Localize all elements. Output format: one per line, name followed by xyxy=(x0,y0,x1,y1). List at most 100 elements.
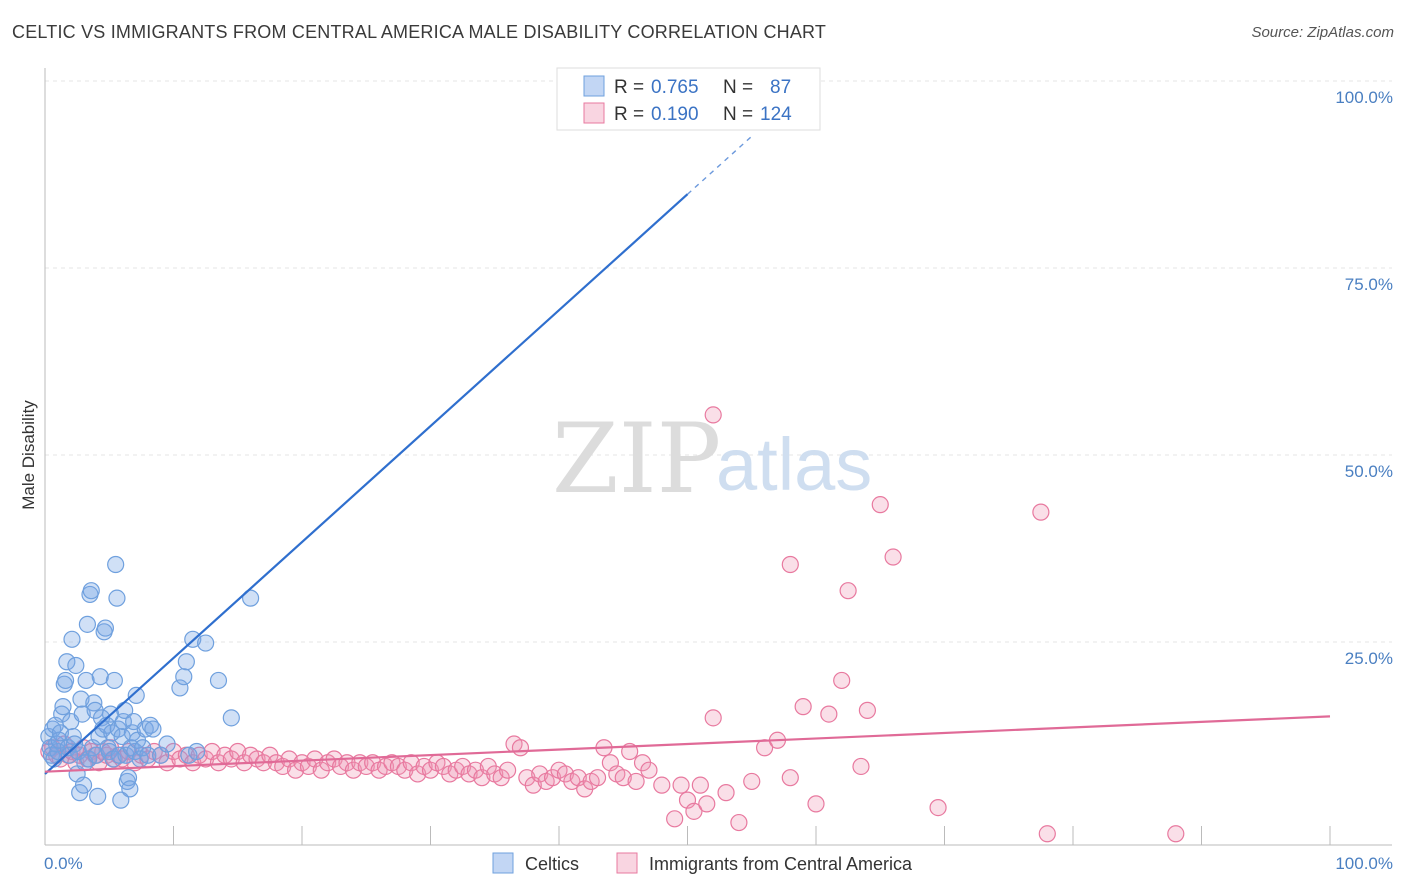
immigrants-point xyxy=(794,698,812,716)
celtics-point xyxy=(96,619,114,637)
immigrants-point xyxy=(858,701,877,719)
celtics-point xyxy=(107,555,125,574)
immigrants-point xyxy=(685,802,703,820)
immigrants-point xyxy=(640,761,658,779)
celtics-point xyxy=(139,746,157,764)
immigrants-point xyxy=(698,795,716,813)
gridlines xyxy=(45,80,1392,643)
immigrants-point xyxy=(691,776,709,794)
celtics-point xyxy=(58,653,76,671)
celtics-point xyxy=(209,671,228,690)
axes xyxy=(44,68,1392,846)
series-celtics-points xyxy=(40,555,260,809)
legend-r-value-immigrants: 0.190 xyxy=(651,104,699,125)
celtics-point xyxy=(63,630,81,648)
immigrants-point xyxy=(588,769,607,787)
celtics-point xyxy=(127,686,145,705)
immigrants-point xyxy=(781,769,799,787)
immigrants-point xyxy=(929,798,947,817)
celtics-point xyxy=(121,780,139,798)
immigrants-point xyxy=(653,776,671,794)
celtics-point xyxy=(78,615,97,633)
watermark: ZIP atlas xyxy=(552,403,872,515)
celtics-point xyxy=(67,656,85,675)
legend-n-label-immigrants: N = xyxy=(723,104,753,125)
celtics-point xyxy=(60,746,79,764)
legend-r-label-celtics: R = xyxy=(614,77,644,98)
immigrants-point xyxy=(499,761,517,779)
chart-title: CELTIC VS IMMIGRANTS FROM CENTRAL AMERIC… xyxy=(12,22,827,42)
immigrants-point xyxy=(807,795,825,813)
legend-swatch-celtics xyxy=(583,75,605,97)
immigrants-point xyxy=(852,757,870,776)
legend-n-label-celtics: N = xyxy=(723,77,753,98)
bottom-legend-immigrants: Immigrants from Central America xyxy=(649,854,913,874)
immigrants-point xyxy=(704,406,722,424)
y-tick-label-75: 75.0% xyxy=(1345,275,1393,294)
y-tick-label-100: 100.0% xyxy=(1335,88,1393,107)
immigrants-point xyxy=(781,555,799,574)
bottom-legend-swatch-celtics xyxy=(492,852,514,874)
legend-box xyxy=(556,67,821,131)
celtics-point xyxy=(112,791,130,809)
celtics-point xyxy=(105,671,123,690)
y-tick-label-50: 50.0% xyxy=(1345,462,1393,481)
legend-r-value-celtics: 0.765 xyxy=(651,77,699,98)
celtics-point xyxy=(51,724,70,742)
celtics-point xyxy=(56,671,75,690)
immigrants-point xyxy=(1167,825,1185,843)
immigrants-point xyxy=(672,776,690,794)
legend: R = 0.765 N = 87 R = 0.190 N = 124 xyxy=(556,67,821,131)
y-tick-labels: 25.0% 50.0% 75.0% 100.0% xyxy=(1335,88,1393,668)
trend-line-celtics xyxy=(44,193,689,775)
legend-swatch-immigrants xyxy=(583,102,605,124)
celtics-point xyxy=(222,709,240,727)
celtics-point xyxy=(72,690,90,708)
legend-r-label-immigrants: R = xyxy=(614,104,644,125)
y-axis-label: Male Disability xyxy=(19,400,38,510)
immigrants-point xyxy=(717,784,735,802)
immigrants-point xyxy=(1032,503,1050,521)
immigrants-point xyxy=(1038,825,1056,843)
trend-line-immigrants xyxy=(44,715,1331,773)
x-tick-label-min: 0.0% xyxy=(44,854,83,873)
celtics-point xyxy=(197,634,215,652)
immigrants-point xyxy=(666,810,684,828)
trend-line-celtics-extension xyxy=(687,135,753,195)
celtics-point xyxy=(144,720,162,738)
bottom-legend-swatch-immigrants xyxy=(616,852,638,874)
immigrants-point xyxy=(627,772,645,791)
legend-n-value-celtics: 87 xyxy=(770,77,791,98)
immigrants-point xyxy=(743,772,761,791)
bottom-legend-celtics: Celtics xyxy=(525,854,579,874)
celtics-point xyxy=(89,787,107,805)
celtics-point xyxy=(175,668,193,686)
watermark-zip: ZIP xyxy=(552,403,721,515)
trend-lines xyxy=(44,135,1331,775)
source-label: Source: ZipAtlas.com xyxy=(1251,24,1394,41)
immigrants-point xyxy=(839,582,857,600)
immigrants-point xyxy=(871,496,889,514)
celtics-point xyxy=(108,589,126,607)
legend-n-value-immigrants: 124 xyxy=(760,104,792,125)
celtics-point xyxy=(91,668,109,686)
immigrants-point xyxy=(820,705,838,723)
celtics-point xyxy=(77,671,95,690)
y-tick-label-25: 25.0% xyxy=(1345,649,1393,668)
celtics-point xyxy=(242,589,260,607)
watermark-atlas: atlas xyxy=(716,423,872,506)
celtics-point xyxy=(158,735,176,753)
immigrants-point xyxy=(884,548,902,566)
immigrants-point xyxy=(511,739,530,757)
celtics-point xyxy=(171,679,189,697)
bottom-legend: Celtics Immigrants from Central America xyxy=(492,852,913,874)
celtics-point xyxy=(82,582,100,600)
celtics-point xyxy=(74,776,93,794)
immigrants-point xyxy=(730,813,748,832)
x-tick-label-max: 100.0% xyxy=(1335,854,1393,873)
immigrants-point xyxy=(614,769,632,787)
celtics-point xyxy=(188,742,206,761)
x-tick-labels: 0.0% 100.0% xyxy=(44,854,1393,873)
immigrants-point xyxy=(833,671,851,690)
